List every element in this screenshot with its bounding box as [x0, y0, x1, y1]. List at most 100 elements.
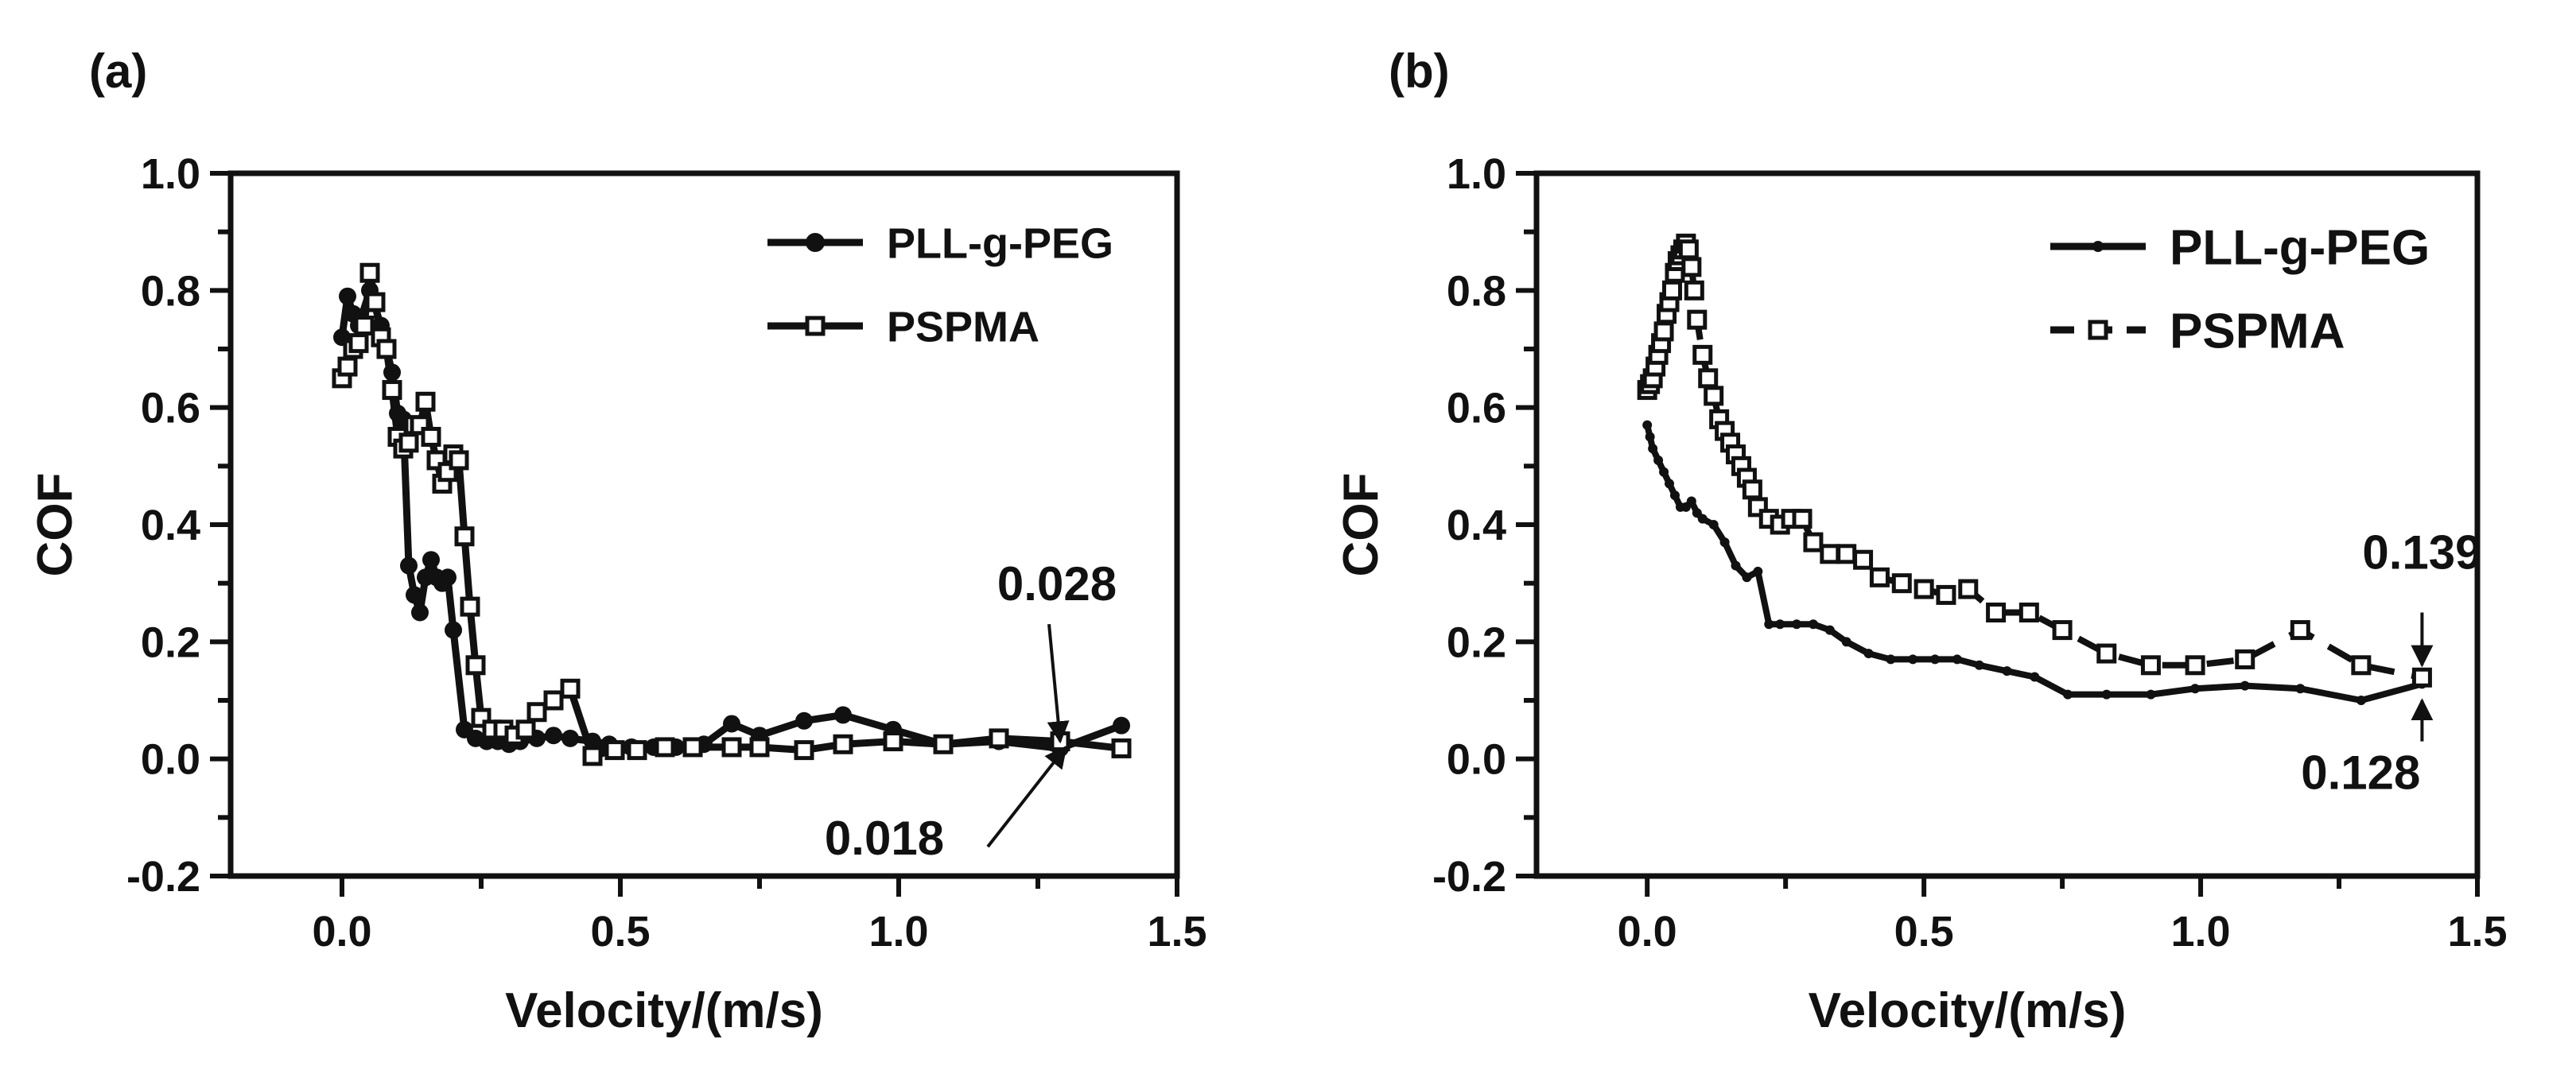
panel-a-series-0-point [795, 711, 813, 730]
panel-b-series-1-point [2351, 655, 2372, 676]
panel-b-series-0-point [2030, 672, 2040, 682]
panel-b-series-0-point [2190, 684, 2201, 694]
panel-a-series-1-point [465, 655, 486, 676]
panel-a-y-tick-label: -0.2 [126, 853, 200, 901]
panel-b-series-0-point [1775, 619, 1785, 630]
panel-b-series-0-point [2240, 680, 2250, 691]
panel-b-series-1-point [1853, 549, 1874, 570]
panel-b-chart: (b) -0.2 0.0 0.2 0.4 0.6 0.8 1.0 0.0 0.5 1.0 1.5 Vel… [1334, 45, 2508, 1038]
panel-b-series-1-point [1820, 544, 1840, 564]
panel-b-series-0-point [1974, 660, 1984, 670]
panel-b-series-1-point [1958, 579, 1979, 599]
panel-b-series-1-point [2052, 620, 2073, 641]
panel-a-series-1-point [749, 737, 770, 758]
panel-a-series-1-point [604, 740, 625, 761]
panel-a-annotation-label: 0.028 [997, 557, 1117, 611]
panel-a-series-1-point [337, 356, 358, 377]
panel-a-y-tick-label: 0.2 [141, 618, 200, 666]
panel-b-series-0-point [1863, 649, 1874, 659]
panel-b-y-tick-label: 0.0 [1447, 736, 1506, 784]
panel-a-series-1-point [454, 526, 475, 547]
panel-a-series-0-point [406, 586, 423, 604]
panel-a-series-0-point [545, 727, 562, 745]
panel-a-legend-label-0: PLL-g-PEG [887, 219, 1113, 267]
panel-b-x-axis-title: Velocity/(m/s) [1809, 983, 2127, 1038]
panel-a-series-0-point [561, 729, 579, 747]
panel-b-series-1-point [1681, 257, 1702, 277]
panel-a-series-1-point [682, 737, 703, 758]
panel-b-legend-marker-0 [2092, 241, 2104, 252]
panel-a-x-axis-title: Velocity/(m/s) [505, 983, 823, 1038]
panel-a-y-tick-label: 0.6 [141, 385, 200, 432]
panel-a-series-0-point [339, 287, 356, 305]
panel-b-series-1-point [2235, 649, 2255, 669]
panel-b-series-1-point [1684, 280, 1704, 300]
panel-b-series-0-point [1686, 496, 1696, 506]
panel-b-series-0-point [1824, 625, 1835, 635]
panel-b-series-1-point [2140, 655, 2161, 676]
panel-a-series-1-point [833, 734, 853, 754]
panel-b-series-0-point [1708, 520, 1719, 529]
panel-a-series-1-point [1111, 738, 1132, 758]
panel-b-series-0-point [2002, 666, 2012, 677]
panel-b-series-0-point [1648, 444, 1658, 454]
panel-b-series-1-point [1803, 532, 1824, 552]
panel-a-y-tick-label: 0.4 [141, 502, 200, 549]
panel-a-series-1-point [933, 734, 954, 754]
panel-b-x-tick-label: 1.5 [2447, 908, 2507, 956]
panel-b-series-1-point [1661, 280, 1682, 300]
panel-a-series-0-point [834, 706, 852, 724]
panel-a-series-0-point [439, 568, 457, 587]
panel-b-y-tick-label: 0.8 [1447, 267, 1506, 315]
panel-b-annotation-label: 0.128 [2301, 746, 2420, 800]
panel-a-legend-label-1: PSPMA [887, 303, 1039, 351]
panel-b-series-1-point [1936, 584, 1956, 605]
panel-b-series-0-point [1665, 479, 1675, 489]
panel-b-series-0-point [1952, 654, 1962, 665]
panel-a-series-1-point [655, 737, 675, 758]
panel-a-annotation-label: 0.018 [825, 812, 944, 865]
panel-b-series-1-point [1891, 573, 1912, 594]
panel-a-series-0-point [723, 715, 740, 733]
panel-a-x-tick-label: 0.0 [312, 908, 371, 956]
panel-b-series-1-point [1792, 509, 1813, 529]
panel-b-legend-marker-1 [2088, 320, 2108, 340]
panel-b-series-0-point [1653, 455, 1664, 465]
panel-a-series-1-point [721, 737, 742, 758]
panel-a-series-1-point [398, 432, 419, 453]
panel-a-legend-marker-0 [806, 233, 825, 252]
panel-b-series-0-point [2356, 696, 2366, 705]
panel-a-annotation-arrow [986, 745, 1067, 848]
panel-b-series-1-point [2185, 655, 2205, 676]
panel-b-series-1-point [1704, 386, 1724, 406]
panel-b-series-0-point [1645, 432, 1655, 442]
panel-a-series-1-point [627, 740, 647, 761]
panel-b-legend-label-0: PLL-g-PEG [2170, 220, 2430, 275]
panel-a-label: (a) [89, 45, 147, 98]
panel-a-series-1-point [543, 690, 564, 711]
panel-a-series-1-point [460, 596, 480, 617]
panel-b-y-tick-label: -0.2 [1432, 853, 1506, 901]
panel-b-y-tick-label: 0.4 [1447, 502, 1506, 549]
panel-a-x-tick-label: 1.0 [868, 908, 928, 956]
panel-a-series-0-point [411, 603, 429, 622]
panel-b-series-1-point [1692, 344, 1713, 365]
panel-b-series-1-point [2290, 620, 2310, 641]
panel-b-series-1-point [1678, 239, 1699, 260]
panel-a-series-1-point [794, 740, 814, 761]
panel-b-series-0-point [1930, 654, 1941, 665]
panel-b-series-1-point [1986, 603, 2007, 622]
panel-a-series-1-point [421, 427, 441, 447]
panel-a-x-tick-label: 0.5 [590, 908, 650, 956]
panel-b-series-1-point [1698, 368, 1719, 389]
panel-b-series-1-point [1653, 321, 1674, 342]
panel-a-x-tick-label: 1.5 [1147, 908, 1206, 956]
panel-b-series-0-point [1908, 654, 1918, 665]
panel-b-annotation-label: 0.139 [2362, 526, 2481, 580]
panel-b-legend-label-1: PSPMA [2170, 304, 2345, 359]
panel-b-label: (b) [1389, 45, 1450, 98]
panel-a-series-1-point [376, 339, 397, 359]
panel-a-series-1-point [449, 450, 469, 471]
panel-a-legend: PLL-g-PEG PSPMA [767, 219, 1113, 351]
